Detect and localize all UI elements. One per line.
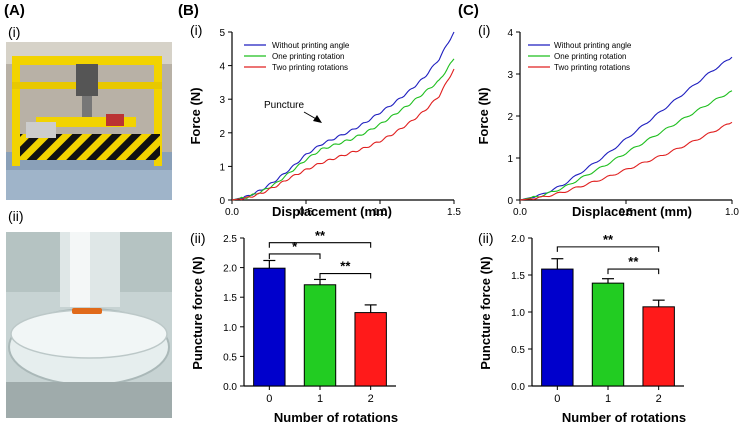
x-tick-label: 1 bbox=[317, 393, 323, 405]
y-tick-label: 2.0 bbox=[223, 264, 237, 275]
bar-0 bbox=[253, 267, 286, 387]
y-tick-label: 3 bbox=[507, 70, 513, 81]
x-tick-label: 0 bbox=[554, 393, 560, 405]
significance-bracket bbox=[319, 272, 372, 279]
series-line-red bbox=[519, 121, 733, 201]
puncture-annotation: Puncture bbox=[264, 100, 304, 111]
bar-1 bbox=[303, 284, 337, 387]
x-tick-label: 0 bbox=[266, 393, 272, 405]
panel-label-a-ii: (ii) bbox=[8, 208, 24, 224]
puncture-force-bar-chart-b: 0.00.51.01.52.02.50 1 2***** Puncture forc… bbox=[190, 228, 398, 425]
y-tick-label: 0.0 bbox=[223, 382, 237, 393]
significance-label: ** bbox=[603, 232, 614, 247]
series-line-blue bbox=[231, 31, 455, 201]
panel-label-c: (C) bbox=[458, 2, 479, 19]
panel-label-b-ii: (ii) bbox=[190, 230, 206, 246]
y-tick-label: 0.5 bbox=[223, 352, 237, 363]
x-tick-label: 0.5 bbox=[619, 207, 633, 218]
panel-label-a: (A) bbox=[4, 2, 25, 19]
y-axis-label: Force (N) bbox=[188, 87, 203, 144]
x-tick-label: 1.5 bbox=[447, 207, 461, 218]
series-line-blue bbox=[519, 56, 733, 201]
bar-1 bbox=[591, 282, 625, 387]
puncture-arrowhead bbox=[313, 115, 322, 123]
x-tick-label: 0.0 bbox=[513, 207, 527, 218]
significance-bracket bbox=[556, 246, 660, 252]
bar-2 bbox=[354, 312, 387, 387]
gel-photo bbox=[6, 232, 172, 418]
y-tick-label: 0.5 bbox=[511, 345, 525, 356]
significance-label: * bbox=[292, 239, 298, 254]
y-axis-label: Puncture force (N) bbox=[478, 256, 493, 369]
legend-entry-red: Two printing rotations bbox=[272, 63, 348, 72]
panel-label-b-i: (i) bbox=[190, 22, 203, 38]
y-tick-label: 5 bbox=[219, 28, 225, 39]
x-tick-label: 1.0 bbox=[373, 207, 387, 218]
significance-label: ** bbox=[628, 254, 639, 269]
y-tick-label: 2 bbox=[219, 129, 225, 140]
series-line-green bbox=[519, 90, 733, 201]
x-tick-label: 0.5 bbox=[299, 207, 313, 218]
legend-entry-blue: Without printing angle bbox=[272, 41, 350, 50]
bar-0 bbox=[541, 268, 574, 387]
y-tick-label: 1.5 bbox=[511, 271, 525, 282]
x-tick-label: 2 bbox=[368, 393, 374, 405]
y-tick-label: 0 bbox=[219, 196, 225, 207]
y-tick-label: 2.0 bbox=[511, 234, 525, 245]
x-axis-label: Displacement (mm) bbox=[572, 204, 692, 219]
printer-photo bbox=[6, 42, 172, 200]
y-tick-label: 4 bbox=[219, 62, 225, 73]
y-tick-label: 2.5 bbox=[223, 234, 237, 245]
y-tick-label: 1.5 bbox=[223, 293, 237, 304]
y-tick-label: 1 bbox=[219, 162, 225, 173]
force-displacement-chart-c: 0 1 2 3 4 0.0 0.5 1.0 Force (N) Displacement (m… bbox=[476, 28, 739, 219]
legend-entry-blue: Without printing angle bbox=[554, 41, 632, 50]
y-axis-label: Force (N) bbox=[476, 87, 491, 144]
panel-label-c-i: (i) bbox=[478, 22, 491, 38]
significance-label: ** bbox=[340, 259, 351, 274]
legend-entry-red: Two printing rotations bbox=[554, 63, 630, 72]
x-axis-label: Number of rotations bbox=[562, 410, 686, 425]
significance-bracket bbox=[268, 253, 321, 259]
force-displacement-chart-b: 0 1 2 3 4 5 0.0 0.5 1.0 1.5 Force (N) Displacemen… bbox=[188, 28, 461, 219]
x-tick-label: 2 bbox=[656, 393, 662, 405]
x-tick-label: 1 bbox=[605, 393, 611, 405]
x-axis-label: Displacement (mm) bbox=[272, 204, 392, 219]
significance-bracket bbox=[268, 242, 372, 248]
significance-label: ** bbox=[315, 228, 326, 243]
y-tick-label: 0 bbox=[507, 196, 513, 207]
significance-bracket bbox=[607, 268, 660, 275]
printer-illustration bbox=[6, 42, 172, 200]
y-tick-label: 0.0 bbox=[511, 382, 525, 393]
puncture-force-bar-chart-c: 0.0 0.5 1.0 1.5 2.0 0 1 2 ** ** Puncture force (N… bbox=[478, 232, 686, 425]
panel-label-a-i: (i) bbox=[8, 24, 21, 40]
y-tick-label: 4 bbox=[507, 28, 513, 39]
x-axis-label: Number of rotations bbox=[274, 410, 398, 425]
gel-illustration bbox=[6, 232, 172, 418]
x-tick-label: 1.0 bbox=[725, 207, 739, 218]
legend-entry-green: One printing rotation bbox=[272, 52, 345, 61]
bar-2 bbox=[642, 306, 675, 387]
legend-entry-green: One printing rotation bbox=[554, 52, 627, 61]
y-tick-label: 3 bbox=[219, 95, 225, 106]
panel-label-b: (B) bbox=[178, 2, 199, 19]
y-tick-label: 1 bbox=[507, 154, 513, 165]
y-tick-label: 1.0 bbox=[511, 308, 525, 319]
panel-label-c-ii: (ii) bbox=[478, 230, 494, 246]
y-tick-label: 2 bbox=[507, 112, 513, 123]
y-tick-label: 1.0 bbox=[223, 323, 237, 334]
y-axis-label: Puncture force (N) bbox=[190, 256, 205, 369]
x-tick-label: 0.0 bbox=[225, 207, 239, 218]
series-line-red bbox=[231, 68, 455, 201]
